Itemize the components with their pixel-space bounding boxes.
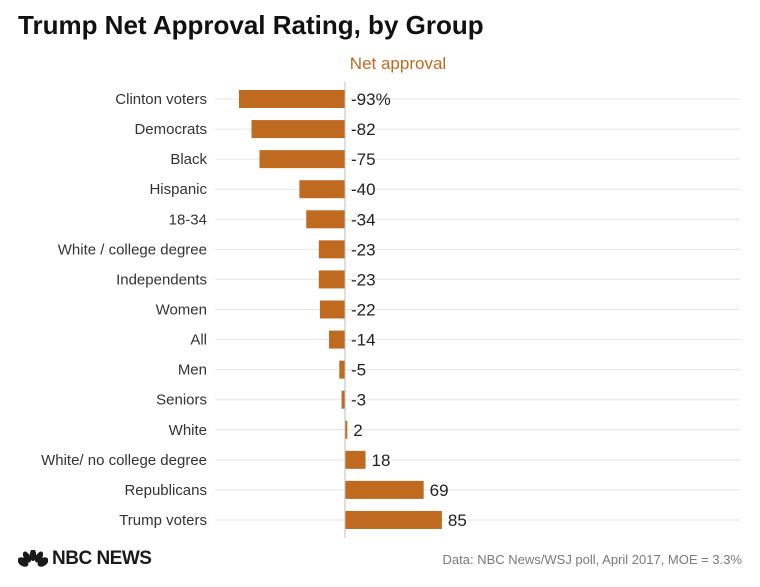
- value-label: -82: [351, 120, 376, 139]
- category-label: Women: [156, 301, 207, 318]
- value-label: -23: [351, 240, 376, 259]
- category-label: Seniors: [156, 392, 207, 409]
- chart-title: Trump Net Approval Rating, by Group: [18, 10, 484, 40]
- bar: [329, 330, 345, 349]
- bar: [345, 420, 348, 439]
- bar: [339, 360, 345, 379]
- peacock-icon: [18, 550, 48, 567]
- category-label: Hispanic: [149, 181, 207, 198]
- category-label: White/ no college degree: [41, 452, 207, 469]
- category-label: Men: [178, 362, 207, 379]
- bar: [251, 120, 345, 139]
- bar: [345, 510, 442, 529]
- category-label: 18-34: [169, 211, 207, 228]
- value-label: 85: [448, 511, 467, 530]
- value-label: 2: [353, 421, 362, 440]
- nbc-news-logo: NBC NEWS: [18, 548, 152, 570]
- category-label: Democrats: [134, 121, 207, 138]
- bar: [318, 240, 345, 259]
- value-label: 18: [372, 451, 391, 470]
- value-label: -40: [351, 180, 376, 199]
- bar: [345, 480, 424, 499]
- value-label: -14: [351, 331, 376, 350]
- category-label: All: [190, 332, 207, 349]
- category-label: White / college degree: [58, 241, 207, 258]
- value-label: -5: [351, 361, 366, 380]
- category-label: Independents: [116, 271, 207, 288]
- bar: [319, 300, 345, 319]
- value-label: -93%: [351, 90, 391, 109]
- source-note: Data: NBC News/WSJ poll, April 2017, MOE…: [442, 552, 742, 567]
- value-label: -22: [351, 300, 376, 319]
- value-label: -3: [351, 391, 366, 410]
- bar: [341, 390, 345, 409]
- category-label: Trump voters: [119, 512, 207, 529]
- axis-label: Net approval: [350, 54, 446, 73]
- category-label: Black: [170, 151, 207, 168]
- category-label: Republicans: [124, 482, 207, 499]
- bar: [259, 150, 345, 169]
- brand-name: NBC NEWS: [52, 548, 152, 569]
- value-label: -34: [351, 210, 376, 229]
- bar: [306, 210, 345, 229]
- value-label: 69: [430, 481, 449, 500]
- bar: [299, 180, 345, 199]
- value-label: -75: [351, 150, 376, 169]
- value-label: -23: [351, 270, 376, 289]
- bar: [318, 270, 345, 289]
- bar: [345, 450, 366, 469]
- category-label: White: [169, 422, 207, 439]
- category-label: Clinton voters: [115, 91, 207, 108]
- bar: [238, 90, 345, 108]
